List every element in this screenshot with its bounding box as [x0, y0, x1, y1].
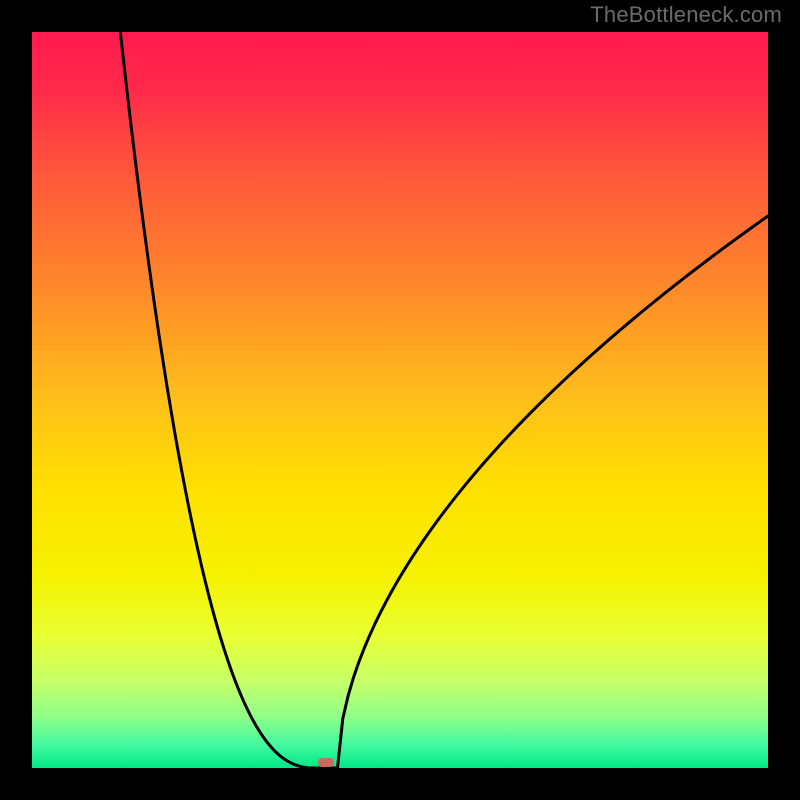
chart-frame: TheBottleneck.com [0, 0, 800, 800]
bottleneck-curve [32, 32, 768, 768]
plot-area [32, 32, 768, 768]
watermark-text: TheBottleneck.com [590, 2, 782, 28]
apex-marker [318, 758, 334, 767]
